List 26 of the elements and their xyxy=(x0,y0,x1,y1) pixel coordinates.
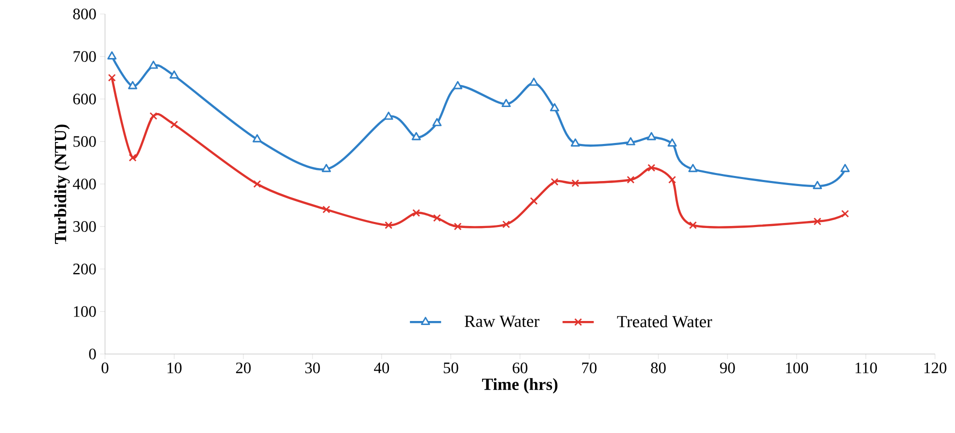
x-tick-label: 0 xyxy=(102,362,108,374)
legend-label: Treated Water xyxy=(617,315,712,328)
y-tick-label: 600 xyxy=(73,94,96,104)
x-tick-label: 70 xyxy=(582,362,597,374)
y-tick-label: 100 xyxy=(74,306,96,317)
x-tick-label: 20 xyxy=(236,362,251,374)
x-tick-label: 80 xyxy=(650,362,666,374)
x-axis-title: Time (hrs) xyxy=(482,378,558,394)
x-tick-label: 100 xyxy=(786,362,808,374)
y-tick-label: 400 xyxy=(72,178,96,190)
y-tick-label: 300 xyxy=(73,221,96,232)
y-tick-label: 200 xyxy=(73,264,96,274)
y-tick-label: 500 xyxy=(73,136,96,147)
y-tick-label: 700 xyxy=(74,51,96,62)
x-tick-label: 10 xyxy=(168,362,182,374)
x-tick-label: 40 xyxy=(374,362,390,374)
y-axis-title: Turbidity (NTU) xyxy=(54,124,70,244)
x-tick-label: 60 xyxy=(512,362,528,374)
y-tick-label: 0 xyxy=(89,348,96,360)
x-tick-label: 90 xyxy=(720,362,735,374)
x-tick-label: 120 xyxy=(924,362,946,374)
y-tick-label: 800 xyxy=(73,8,96,20)
x-tick-label: 30 xyxy=(305,362,320,374)
legend-label: Raw Water xyxy=(464,316,540,328)
x-tick-label: 50 xyxy=(444,362,458,374)
x-tick-label: 110 xyxy=(856,362,877,374)
